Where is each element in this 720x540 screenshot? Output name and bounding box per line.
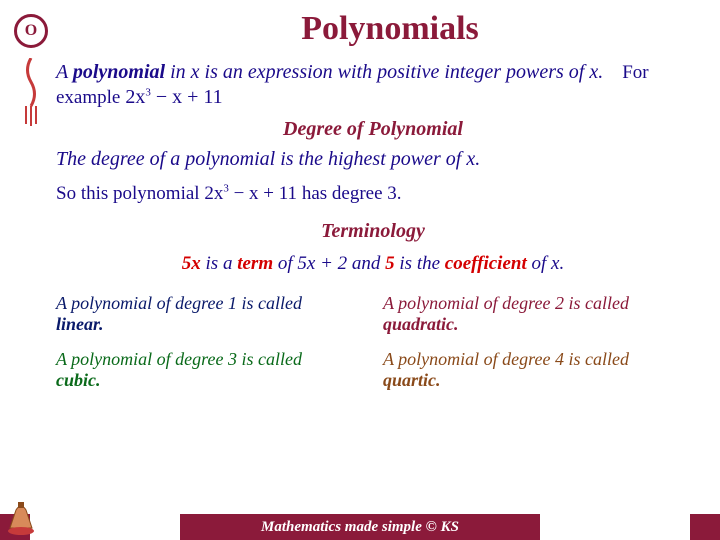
types-grid: A polynomial of degree 1 is called linea…	[56, 293, 690, 391]
footer-gap-left	[30, 514, 180, 540]
type-quartic: A polynomial of degree 4 is called quart…	[383, 349, 690, 391]
logo-ring-icon: O	[14, 14, 48, 48]
term-is-the: is the	[395, 253, 445, 274]
type-kw: linear.	[56, 314, 104, 334]
type-kw: quartic.	[383, 370, 441, 390]
content-area: A polynomial in x is an expression with …	[56, 60, 690, 391]
so-prefix: So this polynomial	[56, 183, 204, 204]
type-hdr: A polynomial of degree 1 is called	[56, 293, 302, 313]
logo-letter: O	[25, 22, 37, 40]
intro-keyword: polynomial	[73, 61, 165, 83]
degree-definition: The degree of a polynomial is the highes…	[56, 147, 690, 172]
footer-gap-right	[540, 514, 690, 540]
intro-line: A polynomial in x is an expression with …	[56, 60, 690, 110]
type-hdr: A polynomial of degree 4 is called	[383, 349, 629, 369]
terminology-heading: Terminology	[56, 220, 690, 243]
expr-tail: − x + 11	[151, 86, 223, 108]
so-suffix: has degree 3.	[297, 183, 401, 204]
type-linear: A polynomial of degree 1 is called linea…	[56, 293, 363, 335]
footer-text: Mathematics made simple © KS	[180, 514, 540, 540]
so-base: 2x	[204, 183, 223, 204]
type-kw: cubic.	[56, 370, 101, 390]
term-5: 5	[385, 253, 395, 274]
type-quadratic: A polynomial of degree 2 is called quadr…	[383, 293, 690, 335]
degree-heading: Degree of Polynomial	[56, 118, 690, 141]
slide: O Polynomials A polynomial in x is an ex…	[0, 0, 720, 540]
footer-edge-right	[690, 514, 720, 540]
type-hdr: A polynomial of degree 2 is called	[383, 293, 629, 313]
terminology-line: 5x is a term of 5x + 2 and 5 is the coef…	[56, 253, 690, 275]
type-hdr: A polynomial of degree 3 is called	[56, 349, 302, 369]
term-term: term	[237, 253, 273, 274]
expr-base: 2x	[125, 86, 145, 108]
term-coefficient: coefficient	[445, 253, 527, 274]
term-of: of 5x + 2 and	[273, 253, 385, 274]
so-tail: − x + 11	[229, 183, 297, 204]
example-expression: 2x3 − x + 11	[125, 86, 222, 108]
type-cubic: A polynomial of degree 3 is called cubic…	[56, 349, 363, 391]
type-kw: quadratic.	[383, 314, 459, 334]
term-is-a: is a	[201, 253, 237, 274]
footer-bar: Mathematics made simple © KS	[0, 514, 720, 540]
so-expression: 2x3 − x + 11	[204, 183, 297, 204]
degree-example: So this polynomial 2x3 − x + 11 has degr…	[56, 182, 690, 206]
page-title: Polynomials	[0, 0, 720, 48]
intro-prefix: A	[56, 61, 73, 83]
tassel-icon	[22, 58, 40, 128]
intro-rest: in x is an expression with positive inte…	[165, 61, 603, 83]
logo-badge: O	[14, 14, 48, 54]
term-ofx: of x.	[527, 253, 564, 274]
term-5x: 5x	[182, 253, 201, 274]
bell-icon	[4, 498, 38, 536]
